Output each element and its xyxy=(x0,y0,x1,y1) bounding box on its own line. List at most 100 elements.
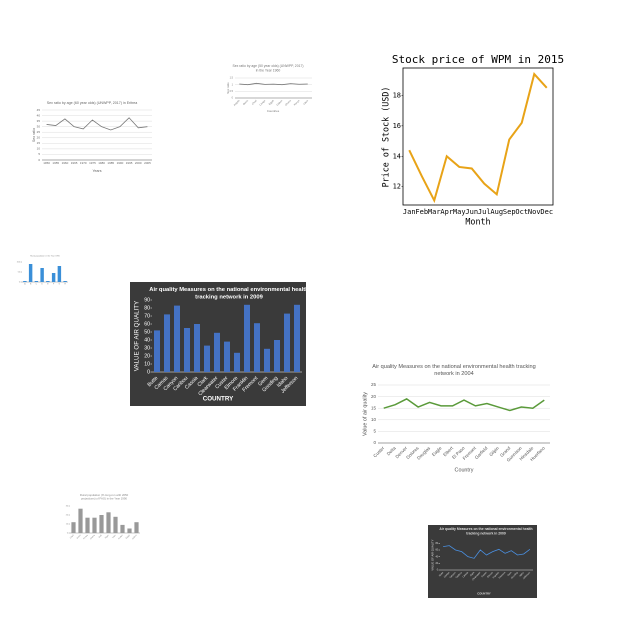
x-tick-label: 1955 xyxy=(52,161,59,165)
chart-title: Sex ratio by age (50 year olds) (UNWPP, … xyxy=(233,64,304,72)
x-tick-label: Feb xyxy=(415,208,428,216)
x-tick-label: 1970 xyxy=(80,161,87,165)
y-axis-label: VALUE OF AIR QUALITY xyxy=(431,539,435,570)
y-tick-label: 20 xyxy=(66,515,69,517)
x-tick-label: Nov xyxy=(528,208,541,216)
y-tick-label: 30 xyxy=(144,345,150,351)
line-series xyxy=(408,72,548,204)
x-tick-label: Canyon xyxy=(450,572,458,580)
x-tick-label: 2005 xyxy=(144,161,151,165)
y-tick-label: 40 xyxy=(37,113,41,117)
plot-frame xyxy=(402,67,554,206)
x-tick-label: Chad xyxy=(251,99,258,106)
y-tick-label: 16 xyxy=(393,122,401,130)
bar xyxy=(127,528,132,533)
y-tick-label: 70 xyxy=(144,313,150,319)
y-tick-label: 80 xyxy=(435,543,438,545)
x-tick-label: H xyxy=(64,284,66,286)
y-tick-label: 18 xyxy=(393,91,401,99)
x-tick-label: Gem xyxy=(507,572,512,577)
y-tick-label: 45 xyxy=(37,108,41,112)
x-tick-label: G xyxy=(59,284,61,286)
x-axis-label: Years xyxy=(92,169,101,173)
x-tick-label: Angola xyxy=(233,99,241,107)
x-tick-label: Jul xyxy=(478,208,491,216)
y-tick-label: 35 xyxy=(37,119,41,123)
line-series xyxy=(383,398,545,412)
bar xyxy=(34,281,39,282)
y-tick-label: 0 xyxy=(373,440,376,445)
y-tick-label: 20 xyxy=(371,394,377,399)
chart-title: Rural population in the Year 1990 xyxy=(30,255,60,258)
bar xyxy=(57,266,62,282)
x-tick-label: Franklin xyxy=(492,571,500,579)
x-tick-label: Butte xyxy=(438,571,444,577)
bar xyxy=(92,517,97,533)
y-tick-label: 10 xyxy=(144,361,150,367)
y-tick-label: 60 xyxy=(435,550,438,552)
x-tick-label: 1950 xyxy=(43,161,50,165)
chart-title: Sex ratio by age (60 year olds) (UNWPP, … xyxy=(47,101,138,105)
bar xyxy=(71,522,76,533)
bar xyxy=(194,324,200,372)
bar xyxy=(174,305,180,372)
x-tick-label: Ghana xyxy=(90,534,96,540)
y-tick-label: 25 xyxy=(37,130,41,134)
bar xyxy=(120,524,125,533)
x-tick-label: Oct xyxy=(515,208,528,216)
bar xyxy=(85,517,90,533)
x-tick-label: Camas xyxy=(444,571,451,578)
x-tick-label: 2000 xyxy=(135,161,142,165)
x-tick-label: Apr xyxy=(440,208,453,216)
bar xyxy=(264,348,270,372)
x-tick-label: Libya xyxy=(303,99,310,106)
chart-background xyxy=(428,525,537,598)
bar xyxy=(184,328,190,372)
bar xyxy=(294,304,300,372)
y-tick-label: 40 xyxy=(144,337,150,343)
y-tick-label: 25 xyxy=(371,382,377,387)
x-tick-label: Sep xyxy=(503,208,516,216)
x-tick-label: Caribou xyxy=(455,571,463,579)
chart-title: Rural population (% long-run with 2050 pr… xyxy=(80,493,129,501)
y-tick-label: 1 xyxy=(232,83,234,86)
y-tick-label: 1.5 xyxy=(230,77,234,80)
x-tick-label: Douglas xyxy=(416,445,432,461)
x-axis-label: Country xyxy=(455,467,474,473)
bar xyxy=(154,330,160,372)
x-tick-label: F xyxy=(53,284,55,286)
x-tick-label: Custer xyxy=(481,571,488,578)
y-axis-label: Value of air quality xyxy=(362,392,368,436)
bar xyxy=(51,273,56,282)
bar xyxy=(164,314,170,372)
y-axis-label: Sex ratio xyxy=(226,82,230,94)
x-tick-label: Kenya xyxy=(293,99,300,106)
y-tick-label: 10 xyxy=(37,147,41,151)
x-tick-label: Benin xyxy=(77,535,82,540)
x-tick-label: 1995 xyxy=(126,161,133,165)
x-tick-label: Eagle xyxy=(431,445,443,457)
x-tick-label: B xyxy=(30,284,32,286)
y-tick-label: 80 xyxy=(144,305,150,311)
x-axis-label: COUNTRY xyxy=(477,592,491,596)
y-tick-label: 0 xyxy=(437,570,439,572)
x-tick-label: Jun xyxy=(465,208,478,216)
bar xyxy=(214,332,220,372)
y-tick-label: 100 xyxy=(17,262,21,264)
y-tick-label: 40 xyxy=(435,556,438,558)
bar xyxy=(234,352,240,372)
bar xyxy=(106,512,111,533)
bar xyxy=(284,313,290,372)
bar xyxy=(254,323,260,372)
x-tick-label: E xyxy=(47,284,49,286)
x-tick-label: May xyxy=(453,208,466,216)
bar xyxy=(78,508,83,533)
x-tick-label: Delta xyxy=(386,445,397,456)
y-tick-label: 0 xyxy=(147,369,150,375)
x-tick-label: Garfield xyxy=(474,445,489,460)
y-tick-label: 0 xyxy=(232,97,234,100)
x-tick-label: Congo xyxy=(259,99,267,107)
y-tick-label: 0 xyxy=(38,158,40,162)
x-tick-label: Elmore xyxy=(487,571,495,579)
